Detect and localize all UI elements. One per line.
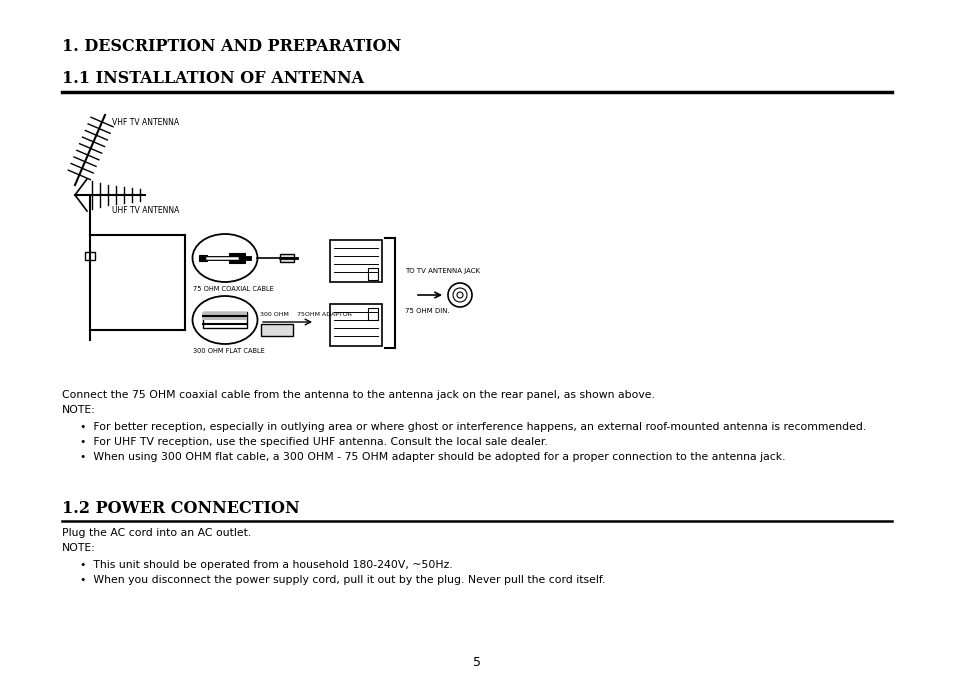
Bar [368,308,377,320]
Ellipse shape [193,234,257,282]
Text: 75 OHM COAXIAL CABLE: 75 OHM COAXIAL CABLE [193,286,274,292]
Text: 75OHM ADAPTOR: 75OHM ADAPTOR [296,312,352,317]
Text: •  For UHF TV reception, use the specified UHF antenna. Consult the local sale d: • For UHF TV reception, use the specifie… [80,437,547,447]
Bar [203,312,247,320]
Text: •  For better reception, especially in outlying area or where ghost or interfere: • For better reception, especially in ou… [80,422,865,432]
Text: NOTE:: NOTE: [62,543,95,553]
Text: VHF TV ANTENNA: VHF TV ANTENNA [112,118,179,127]
Bar [368,268,377,280]
Text: •  When using 300 OHM flat cable, a 300 OHM - 75 OHM adapter should be adopted f: • When using 300 OHM flat cable, a 300 O… [80,452,784,462]
Bar [261,324,293,336]
Text: 300 OHM: 300 OHM [260,312,289,317]
Text: 5: 5 [473,656,480,669]
Text: •  This unit should be operated from a household 180-240V, ~50Hz.: • This unit should be operated from a ho… [80,560,453,570]
Ellipse shape [193,296,257,344]
Text: UHF TV ANTENNA: UHF TV ANTENNA [112,206,179,215]
Text: 75 OHM DIN.: 75 OHM DIN. [405,308,449,314]
Bar [199,255,207,261]
Bar [229,253,245,263]
Circle shape [448,283,472,307]
Circle shape [456,292,462,298]
Bar [203,312,247,328]
Text: •  When you disconnect the power supply cord, pull it out by the plug. Never pul: • When you disconnect the power supply c… [80,575,605,585]
Bar [85,252,95,260]
Text: TO TV ANTENNA JACK: TO TV ANTENNA JACK [405,268,479,274]
Bar [280,254,294,262]
Text: 1. DESCRIPTION AND PREPARATION: 1. DESCRIPTION AND PREPARATION [62,38,401,55]
Text: Plug the AC cord into an AC outlet.: Plug the AC cord into an AC outlet. [62,528,251,538]
Text: 1.2 POWER CONNECTION: 1.2 POWER CONNECTION [62,500,299,517]
Text: NOTE:: NOTE: [62,405,95,415]
Text: 1.1 INSTALLATION OF ANTENNA: 1.1 INSTALLATION OF ANTENNA [62,70,364,87]
Text: Connect the 75 OHM coaxial cable from the antenna to the antenna jack on the rea: Connect the 75 OHM coaxial cable from th… [62,390,654,400]
Text: 300 OHM FLAT CABLE: 300 OHM FLAT CABLE [193,348,265,354]
Bar [330,240,381,282]
Bar [330,304,381,346]
